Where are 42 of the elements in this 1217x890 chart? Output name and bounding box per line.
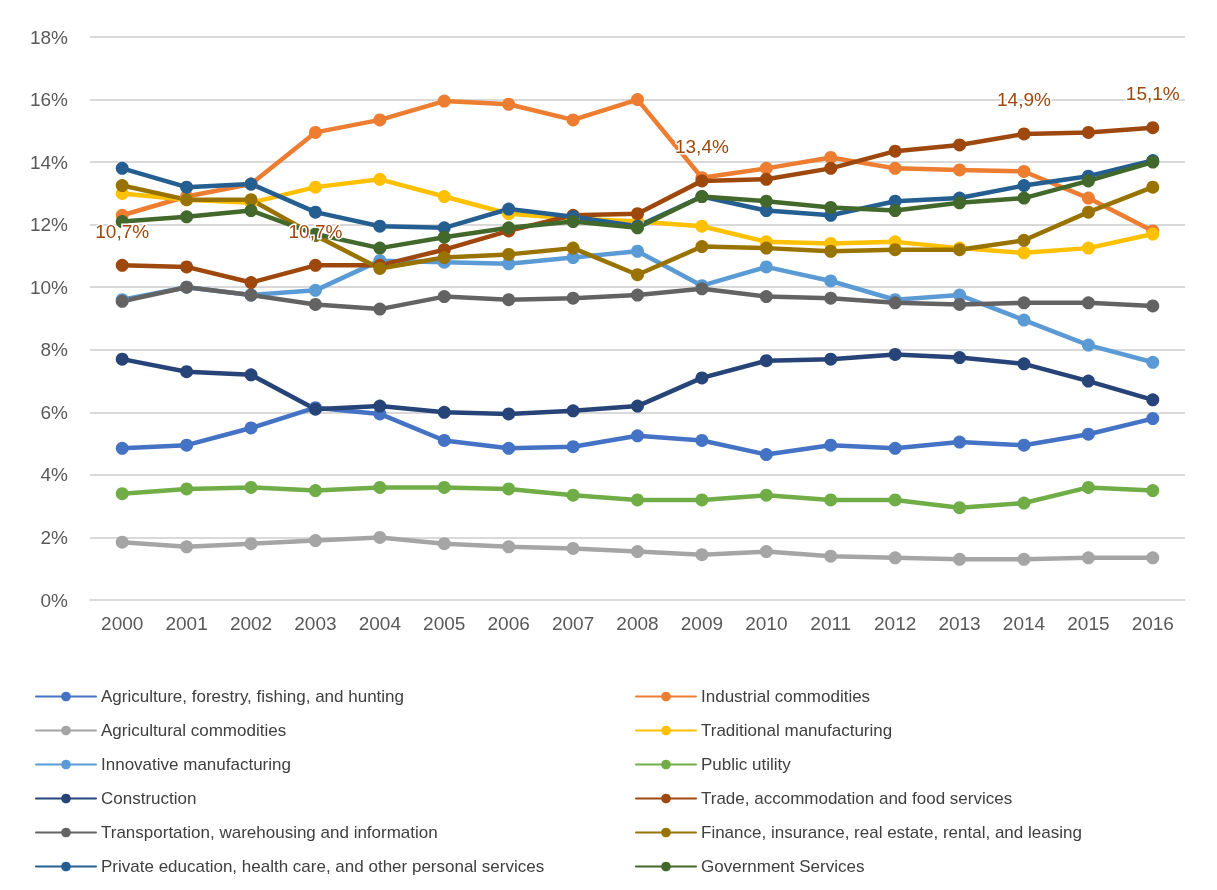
legend-label: Industrial commodities <box>701 687 871 706</box>
y-tick-label: 14% <box>29 151 69 173</box>
y-tick-label: 16% <box>29 89 69 111</box>
x-tick-label: 2013 <box>938 613 981 634</box>
x-tick-label: 2016 <box>1131 613 1174 634</box>
x-tick-label: 2002 <box>229 613 273 634</box>
legend-label: Private education, health care, and other personal services <box>101 857 545 876</box>
y-tick-label: 4% <box>40 464 69 486</box>
legend-label: Trade, accommodation and food services <box>701 789 1013 808</box>
x-tick-label: 2003 <box>294 613 337 634</box>
legend-label: Government Services <box>701 857 865 876</box>
x-tick-label: 2014 <box>1002 613 1046 634</box>
y-tick-label: 2% <box>40 526 69 548</box>
x-tick-label: 2004 <box>358 613 402 634</box>
data-label: 14,9% <box>997 89 1052 111</box>
legend-label: Finance, insurance, real estate, rental, and leasing <box>701 823 1082 842</box>
y-tick-label: 6% <box>40 401 69 423</box>
x-tick-label: 2010 <box>745 613 788 634</box>
x-tick-label: 2006 <box>487 613 530 634</box>
y-tick-label: 12% <box>29 214 69 236</box>
x-tick-label: 2007 <box>551 613 595 634</box>
x-tick-label: 2012 <box>874 613 917 634</box>
x-tick-label: 2015 <box>1067 613 1110 634</box>
y-tick-label: 0% <box>40 589 69 611</box>
x-tick-label: 2005 <box>423 613 466 634</box>
y-tick-label: 18% <box>29 26 69 48</box>
x-tick-label: 2001 <box>165 613 208 634</box>
legend-label: Construction <box>101 789 197 808</box>
x-tick-label: 2009 <box>680 613 724 634</box>
legend-label: Agricultural commodities <box>101 721 287 740</box>
x-tick-label: 2011 <box>810 613 852 634</box>
legend-label: Public utility <box>701 755 792 774</box>
legend-label: Agriculture, forestry, fishing, and hunting <box>101 687 405 706</box>
y-tick-label: 10% <box>29 276 69 298</box>
data-label: 15,1% <box>1125 83 1180 105</box>
x-tick-label: 2000 <box>101 613 144 634</box>
legend-label: Traditional manufacturing <box>701 721 893 740</box>
y-tick-label: 8% <box>40 339 69 361</box>
data-label: 10,7% <box>95 220 150 242</box>
x-tick-label: 2008 <box>616 613 659 634</box>
legend-label: Innovative manufacturing <box>101 755 291 774</box>
legend-label: Transportation, warehousing and information <box>101 823 438 842</box>
